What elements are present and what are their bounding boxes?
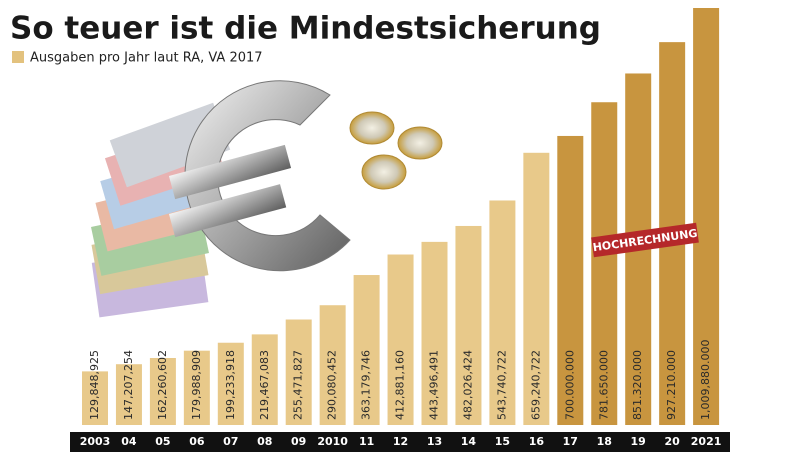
- x-tick-label: 2010: [317, 435, 348, 448]
- x-tick-label: 12: [393, 435, 408, 448]
- bar: [523, 152, 550, 426]
- bar: [353, 275, 380, 425]
- x-tick-label: 13: [427, 435, 442, 448]
- x-tick-label: 08: [257, 435, 272, 448]
- x-tick-label: 19: [631, 435, 646, 448]
- legend-label: Ausgaben pro Jahr laut RA, VA 2017: [30, 51, 263, 66]
- value-label: 129,848,925: [88, 350, 101, 420]
- x-tick-label: 18: [597, 435, 612, 448]
- value-label: 219,467,083: [258, 350, 271, 420]
- x-tick-label: 16: [529, 435, 545, 448]
- value-label: 179,988,909: [190, 350, 203, 420]
- illustration-coins: [349, 111, 443, 190]
- x-tick-label: 2021: [691, 435, 722, 448]
- value-label: 162,260,602: [156, 350, 169, 420]
- value-label: 412,881,160: [394, 350, 407, 420]
- value-label: 482,026,424: [461, 350, 474, 420]
- x-tick-label: 2003: [80, 435, 111, 448]
- bar: [217, 342, 244, 425]
- value-label: 781.650.000: [597, 350, 610, 420]
- bar: [285, 319, 312, 425]
- bar: [591, 102, 618, 425]
- chart-title: So teuer ist die Mindestsicherung: [10, 11, 601, 47]
- bar: [489, 200, 516, 425]
- value-label: 255,471,827: [292, 350, 305, 420]
- bar: [82, 371, 108, 425]
- x-tick-label: 15: [495, 435, 510, 448]
- value-label: 199,233,918: [224, 350, 237, 420]
- bar: [319, 305, 346, 425]
- bar: [693, 8, 720, 425]
- bar: [183, 350, 210, 425]
- bar: [251, 334, 278, 425]
- x-tick-label: 04: [121, 435, 137, 448]
- bar: [149, 357, 176, 425]
- value-label: 147,207,254: [122, 350, 135, 420]
- x-tick-label: 20: [664, 435, 680, 448]
- bar: [115, 364, 142, 425]
- value-label: 927.210.000: [665, 350, 678, 420]
- x-tick-label: 05: [155, 435, 170, 448]
- bar: [421, 241, 448, 425]
- illustration-euro: [168, 80, 351, 272]
- x-tick-label: 09: [291, 435, 306, 448]
- value-label: 443,496,491: [428, 350, 441, 420]
- x-tick-label: 14: [461, 435, 477, 448]
- category-band: [70, 432, 730, 452]
- x-tick-label: 11: [359, 435, 374, 448]
- value-label: 363,179,746: [360, 350, 373, 420]
- value-label: 1,009,880.000: [699, 340, 712, 420]
- value-label: 543,740,722: [495, 350, 508, 420]
- legend-swatch: [12, 51, 24, 63]
- value-label: 290,080,452: [326, 350, 339, 420]
- x-tick-label: 07: [223, 435, 238, 448]
- bar: [557, 135, 584, 425]
- x-tick-label: 17: [563, 435, 578, 448]
- x-tick-label: 06: [189, 435, 205, 448]
- bar: [387, 254, 414, 425]
- value-label: 700.000.000: [563, 350, 576, 420]
- value-label: 659,240,722: [529, 350, 542, 420]
- value-label: 851.320.000: [631, 350, 644, 420]
- bar: [455, 225, 482, 425]
